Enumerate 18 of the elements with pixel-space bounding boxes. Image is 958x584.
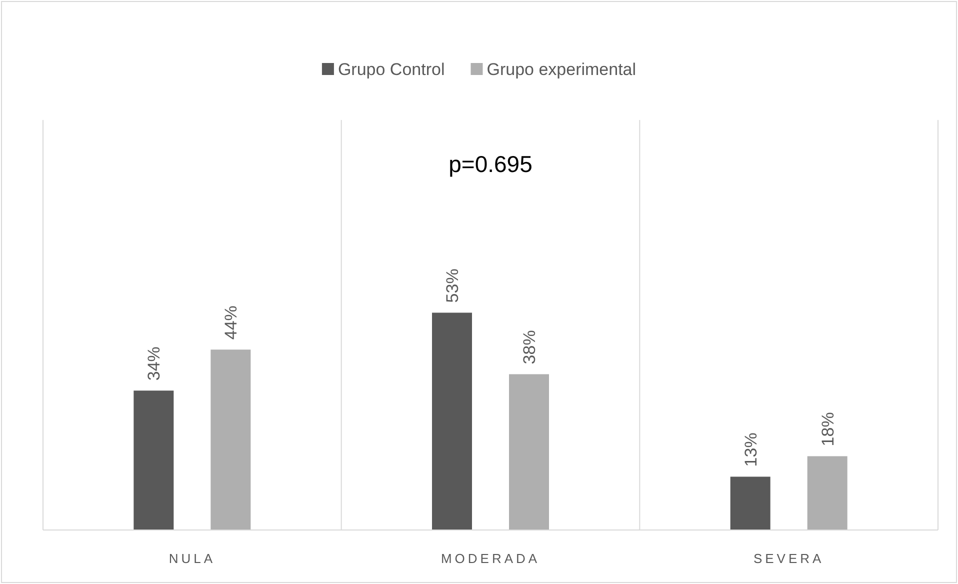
legend-label: Grupo experimental [486, 60, 636, 79]
bar [509, 374, 549, 530]
data-label: 18% [818, 412, 838, 446]
data-label: 44% [222, 306, 241, 340]
x-tick-label: MODERADA [440, 551, 540, 566]
x-tick-label: SEVERA [753, 551, 824, 566]
bar [432, 312, 472, 530]
data-label: 53% [443, 268, 462, 303]
data-label: 13% [741, 432, 760, 467]
legend-label: Grupo Control [338, 60, 445, 79]
x-tick-label: NULA [168, 551, 216, 566]
data-label: 34% [144, 346, 164, 381]
bar [210, 350, 251, 530]
data-label: 38% [520, 330, 539, 364]
bar [134, 390, 174, 530]
annotation: p=0.695 [448, 151, 532, 177]
bar [807, 456, 848, 530]
bar [730, 476, 770, 530]
